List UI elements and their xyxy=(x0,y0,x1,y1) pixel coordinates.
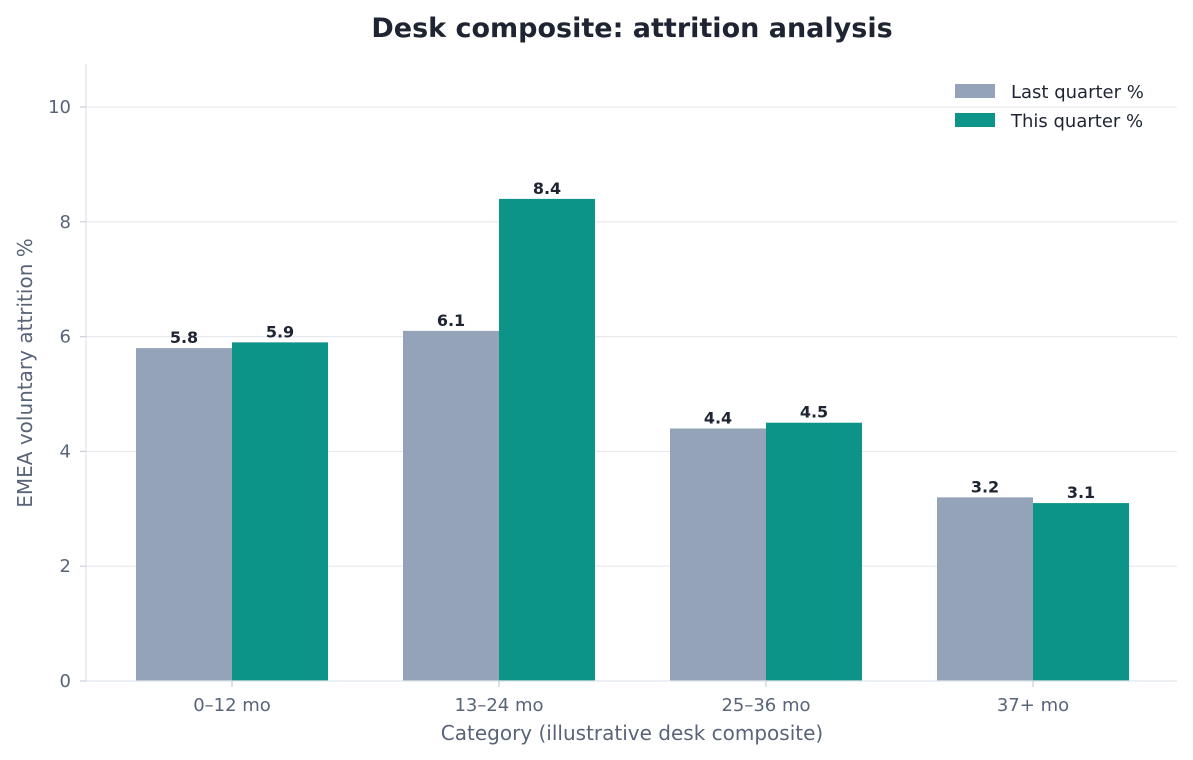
y-tick-label: 0 xyxy=(60,671,71,692)
legend-label-last-quarter: Last quarter % xyxy=(1011,82,1144,103)
legend-swatch-this-quarter xyxy=(955,113,995,127)
bar-this-quarter xyxy=(766,422,862,681)
data-labels: 5.8 5.9 6.1 8.4 4.4 4.5 3.2 3.1 xyxy=(170,179,1095,502)
ticks: 0 2 4 6 8 10 0–12 mo 13–24 mo 25–36 mo 37+ mo xyxy=(48,97,1069,716)
data-label: 6.1 xyxy=(437,311,465,330)
y-tick-label: 6 xyxy=(60,327,71,348)
data-label: 3.1 xyxy=(1067,483,1095,502)
y-tick-label: 4 xyxy=(60,441,71,462)
data-label: 8.4 xyxy=(533,179,561,198)
x-tick-label: 37+ mo xyxy=(997,695,1069,716)
bar-last-quarter xyxy=(403,330,499,681)
y-axis-label: EMEA voluntary attrition % xyxy=(13,238,37,507)
bar-this-quarter xyxy=(499,198,595,681)
bar-last-quarter xyxy=(136,348,232,681)
legend-label-this-quarter: This quarter % xyxy=(1010,111,1143,132)
legend: Last quarter % This quarter % xyxy=(955,82,1144,132)
y-tick-label: 10 xyxy=(48,97,71,118)
bar-last-quarter xyxy=(937,497,1033,681)
x-tick-label: 25–36 mo xyxy=(721,695,810,716)
x-tick-label: 13–24 mo xyxy=(454,695,543,716)
bar-this-quarter xyxy=(232,342,328,681)
bar-last-quarter xyxy=(670,428,766,681)
legend-swatch-last-quarter xyxy=(955,84,995,98)
bars xyxy=(136,198,1129,681)
x-tick-label: 0–12 mo xyxy=(193,695,271,716)
data-label: 5.9 xyxy=(266,322,294,341)
x-axis-label: Category (illustrative desk composite) xyxy=(441,721,823,745)
data-label: 4.4 xyxy=(704,408,732,427)
y-tick-label: 2 xyxy=(60,556,71,577)
bar-this-quarter xyxy=(1033,503,1129,681)
data-label: 5.8 xyxy=(170,328,198,347)
data-label: 4.5 xyxy=(800,403,828,422)
chart-title: Desk composite: attrition analysis xyxy=(371,13,892,44)
axes xyxy=(85,64,1177,682)
y-tick-label: 8 xyxy=(60,212,71,233)
data-label: 3.2 xyxy=(971,477,999,496)
